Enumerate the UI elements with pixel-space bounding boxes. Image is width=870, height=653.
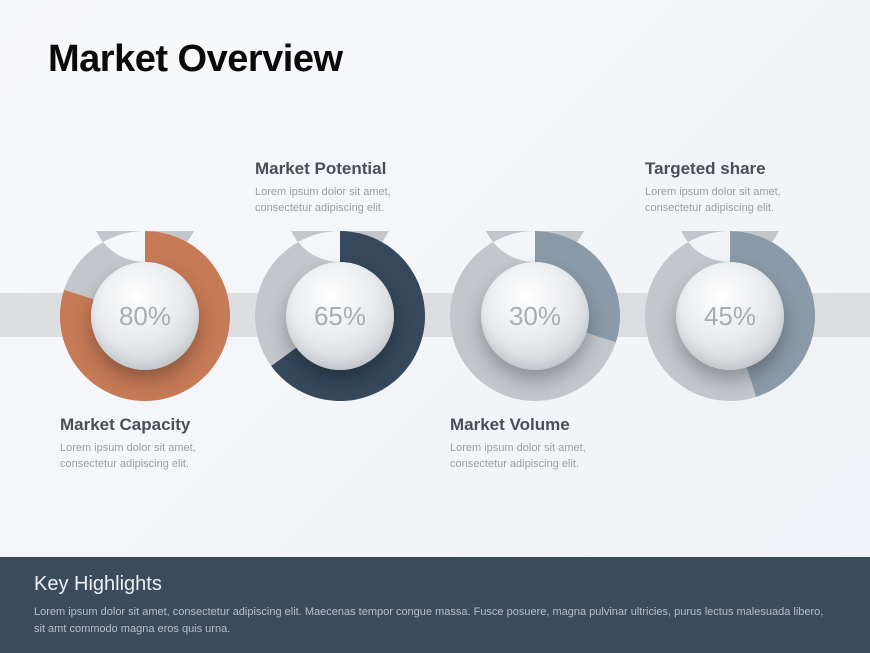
- donut-label-title: Targeted share: [645, 159, 835, 179]
- donut-percent-label: 65%: [314, 301, 366, 332]
- donut-label-volume: Market Volume Lorem ipsum dolor sit amet,…: [450, 415, 640, 473]
- donut-capacity: 80%: [60, 231, 230, 401]
- donut-label-desc: Lorem ipsum dolor sit amet, consectetur …: [450, 441, 640, 473]
- footer-title: Key Highlights: [34, 573, 836, 596]
- donut-center-disc: 80%: [91, 262, 199, 370]
- donut-center-disc: 45%: [676, 262, 784, 370]
- donut-label-title: Market Capacity: [60, 415, 250, 435]
- donut-volume: 30%: [450, 231, 620, 401]
- footer-desc: Lorem ipsum dolor sit amet, consectetur …: [34, 604, 836, 637]
- donut-label-targeted: Targeted share Lorem ipsum dolor sit amet…: [645, 159, 835, 217]
- footer-bar: Key Highlights Lorem ipsum dolor sit ame…: [0, 557, 870, 653]
- donut-potential: 65%: [255, 231, 425, 401]
- donut-percent-label: 30%: [509, 301, 561, 332]
- donut-label-capacity: Market Capacity Lorem ipsum dolor sit ame…: [60, 415, 250, 473]
- donut-label-potential: Market Potential Lorem ipsum dolor sit am…: [255, 159, 445, 217]
- donut-percent-label: 80%: [119, 301, 171, 332]
- donut-targeted: 45%: [645, 231, 815, 401]
- page-title: Market Overview: [48, 38, 343, 81]
- donut-center-disc: 30%: [481, 262, 589, 370]
- donut-percent-label: 45%: [704, 301, 756, 332]
- donut-label-desc: Lorem ipsum dolor sit amet, consectetur …: [645, 185, 835, 217]
- donut-center-disc: 65%: [286, 262, 394, 370]
- donut-label-title: Market Volume: [450, 415, 640, 435]
- donut-label-desc: Lorem ipsum dolor sit amet, consectetur …: [60, 441, 250, 473]
- donut-label-desc: Lorem ipsum dolor sit amet, consectetur …: [255, 185, 445, 217]
- donut-label-title: Market Potential: [255, 159, 445, 179]
